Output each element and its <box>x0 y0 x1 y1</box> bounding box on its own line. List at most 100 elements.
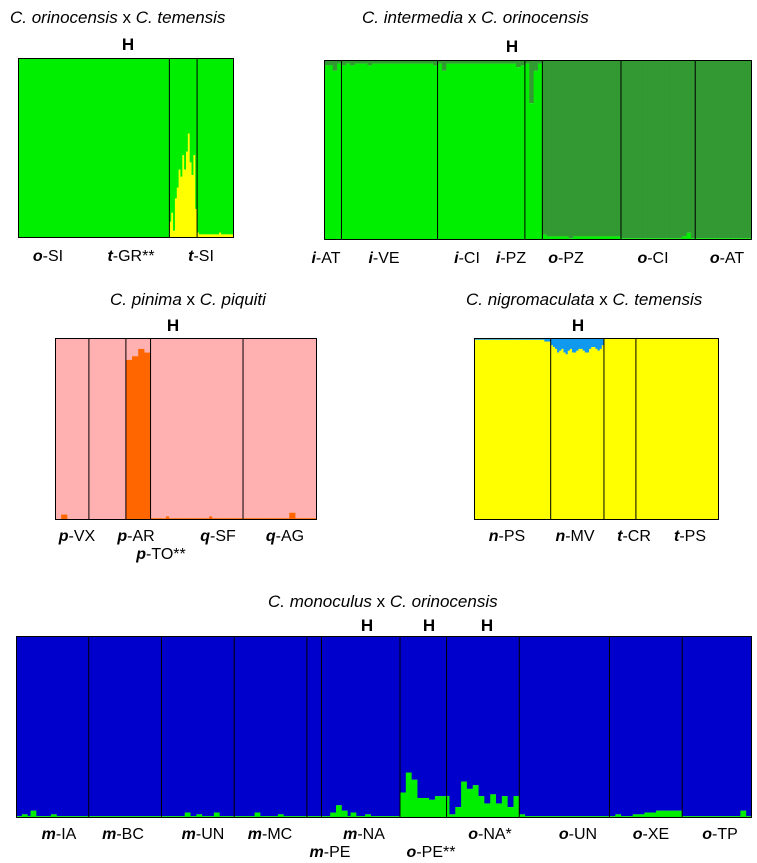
bar-cluster-m <box>304 636 308 817</box>
bar-cluster-m <box>53 636 58 815</box>
population-label: p-VX <box>59 528 95 546</box>
bar-cluster-p <box>178 338 182 519</box>
bar-cluster-i <box>520 60 526 66</box>
bar-cluster-i <box>738 60 744 239</box>
bar-cluster-t <box>169 221 172 238</box>
bar-cluster-m <box>612 636 616 817</box>
bar-cluster-m <box>324 636 328 817</box>
population-label: m-PE <box>310 844 351 862</box>
bar-cluster-o <box>180 58 183 177</box>
bar-cluster-m <box>114 636 119 817</box>
bar-cluster-o <box>84 58 87 238</box>
bar-cluster-p <box>230 338 235 519</box>
bar-cluster-m <box>94 636 99 817</box>
bar-cluster-m <box>344 636 349 811</box>
bar-cluster-m <box>653 636 657 813</box>
bar-cluster-o <box>178 58 182 170</box>
bar-cluster-i <box>406 60 412 64</box>
bar-cluster-i <box>341 60 347 66</box>
population-label: m-UN <box>182 826 225 844</box>
bar-cluster-p <box>169 338 173 519</box>
bar-cluster-m <box>385 636 389 817</box>
bar-cluster-i <box>747 60 752 239</box>
bar-cluster-i <box>634 60 640 239</box>
bar-cluster-p <box>227 338 232 519</box>
bar-cluster-m <box>466 636 471 789</box>
bar-cluster-t <box>474 339 477 520</box>
bar-cluster-t <box>650 338 654 520</box>
bar-cluster-i <box>607 60 613 237</box>
bar-cluster-m <box>30 636 35 811</box>
bar-cluster-t <box>708 338 712 520</box>
bar-cluster-i <box>538 60 543 64</box>
bar-cluster-o <box>51 58 54 238</box>
bar-cluster-i <box>616 60 622 237</box>
bar-cluster-o <box>686 232 692 240</box>
bar-cluster-m <box>574 636 579 817</box>
bar-cluster-t <box>695 338 699 520</box>
bar-cluster-p <box>138 338 142 349</box>
bar-cluster-o <box>485 63 491 240</box>
bar-cluster-p <box>113 338 118 520</box>
bar-cluster-o <box>204 58 207 235</box>
bar-cluster-p <box>289 338 293 513</box>
cross-symbol: x <box>599 290 608 309</box>
bar-cluster-o <box>226 58 230 235</box>
bar-cluster-m <box>77 636 81 817</box>
structure-plot-svg <box>16 636 752 818</box>
bar-cluster-m <box>397 636 401 817</box>
bar-cluster-t <box>480 339 484 520</box>
cluster-prefix: m <box>309 844 324 861</box>
bar-cluster-o <box>187 58 191 134</box>
bar-cluster-o <box>463 63 469 240</box>
bar-cluster-o <box>195 58 198 210</box>
bar-cluster-o <box>546 236 552 240</box>
bar-cluster-t <box>601 345 605 520</box>
bar-cluster-o <box>56 58 60 238</box>
bar-cluster-p <box>153 338 158 519</box>
bar-cluster-o <box>437 796 442 818</box>
bar-cluster-o <box>411 63 417 240</box>
bar-cluster-o <box>417 797 421 818</box>
bar-cluster-i <box>524 60 530 64</box>
panel-title: C. nigromaculata x C. temensis <box>466 290 702 310</box>
bar-cluster-o <box>169 58 172 222</box>
bar-cluster-t <box>631 338 635 520</box>
bar-cluster-o <box>189 58 193 163</box>
bar-cluster-o <box>150 58 154 238</box>
bar-cluster-m <box>528 636 532 817</box>
bar-cluster-m <box>455 636 459 808</box>
bar-cluster-m <box>539 636 544 817</box>
bar-cluster-n <box>595 338 599 349</box>
bar-cluster-i <box>717 60 723 239</box>
bar-cluster-o <box>358 63 364 240</box>
bar-cluster-o <box>21 814 26 818</box>
bar-cluster-o <box>656 810 660 818</box>
bar-cluster-o <box>551 236 557 240</box>
population-code: -MV <box>565 528 595 545</box>
bar-cluster-m <box>338 636 343 806</box>
bar-cluster-i <box>703 60 709 239</box>
bar-cluster-t <box>202 234 206 238</box>
bar-cluster-i <box>638 60 644 239</box>
bar-cluster-m <box>737 636 741 817</box>
bar-cluster-t <box>706 338 709 520</box>
bar-cluster-o <box>432 799 436 818</box>
bar-cluster-o <box>489 63 495 240</box>
bar-cluster-t <box>674 338 677 520</box>
bar-cluster-m <box>734 636 739 817</box>
population-label: p-TO** <box>136 546 186 564</box>
bar-cluster-n <box>563 338 567 353</box>
bar-cluster-o <box>507 63 513 240</box>
bar-cluster-m <box>48 636 52 817</box>
bar-cluster-i <box>516 60 522 68</box>
cross-symbol: x <box>467 8 477 27</box>
population-label: t-CR <box>617 528 651 546</box>
bar-cluster-t <box>208 234 211 238</box>
bar-cluster-p <box>215 338 219 519</box>
bar-cluster-t <box>486 339 490 520</box>
bar-cluster-t <box>687 338 690 520</box>
bar-cluster-p <box>270 338 275 519</box>
bar-cluster-n <box>561 338 565 349</box>
bar-cluster-i <box>625 60 631 239</box>
